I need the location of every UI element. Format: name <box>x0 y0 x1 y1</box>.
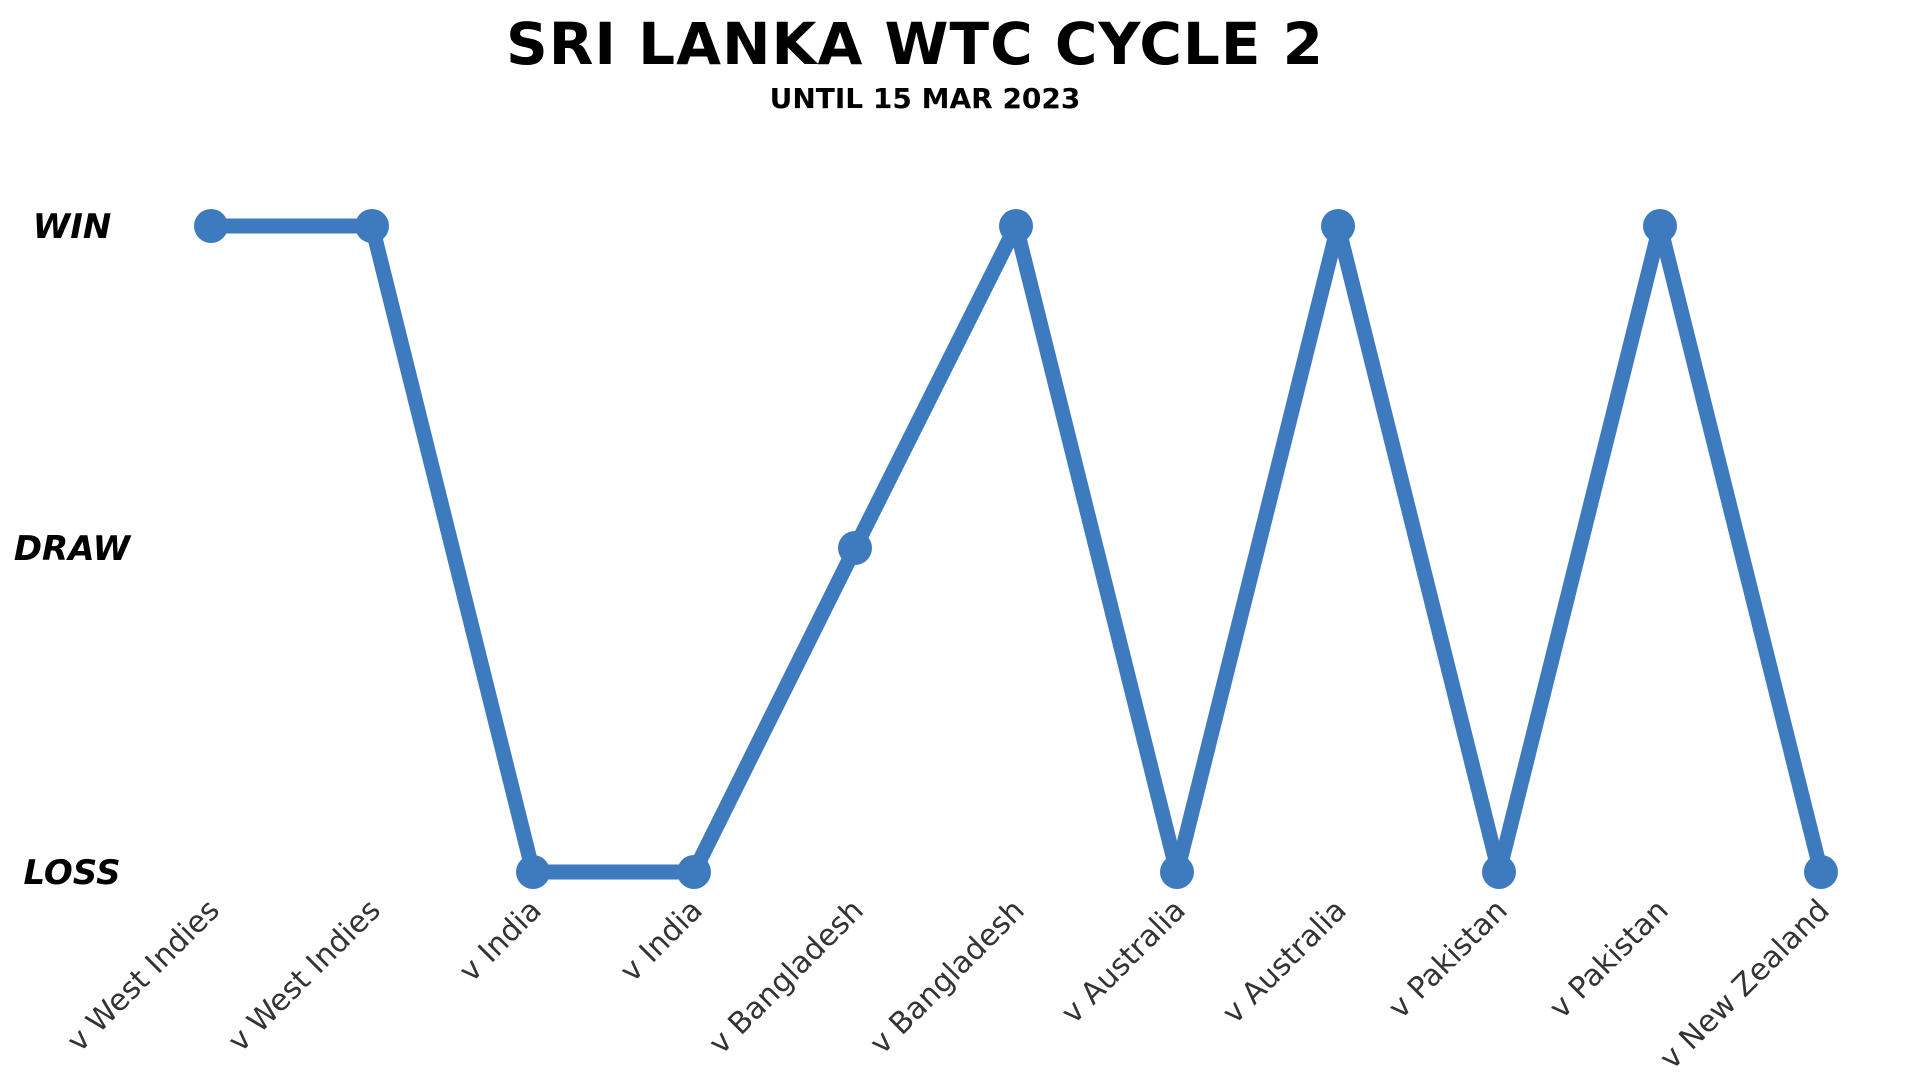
x-tick-label: v Australia <box>1216 893 1354 1031</box>
data-point <box>1160 855 1194 889</box>
x-tick-label: v West Indies <box>222 893 388 1059</box>
x-tick-label: v India <box>453 893 549 989</box>
data-point <box>355 209 389 243</box>
data-point <box>1643 209 1677 243</box>
x-tick-label: v Australia <box>1055 893 1193 1031</box>
y-axis: LOSS DRAW WIN <box>14 207 132 893</box>
x-tick-label: v West Indies <box>61 893 227 1059</box>
chart-subtitle: UNTIL 15 MAR 2023 <box>770 82 1081 115</box>
series-line <box>203 218 1829 880</box>
data-point <box>194 209 228 243</box>
x-tick-label: v New Zealand <box>1653 893 1836 1076</box>
series-results <box>194 209 1838 889</box>
y-tick-label-win: WIN <box>33 207 112 247</box>
x-tick-label: v India <box>614 893 710 989</box>
data-point <box>1321 209 1355 243</box>
data-point <box>999 209 1033 243</box>
data-point <box>1482 855 1516 889</box>
x-tick-label: v Bangladesh <box>863 893 1031 1061</box>
data-point <box>838 531 872 565</box>
y-tick-label-draw: DRAW <box>14 529 132 569</box>
y-tick-label-loss: LOSS <box>23 853 120 893</box>
data-point <box>1804 855 1838 889</box>
chart-title: SRI LANKA WTC CYCLE 2 <box>506 10 1324 78</box>
data-point <box>516 855 550 889</box>
data-point <box>677 855 711 889</box>
x-tick-label: v Pakistan <box>1382 893 1515 1026</box>
x-tick-label: v Bangladesh <box>702 893 870 1061</box>
x-tick-label: v Pakistan <box>1543 893 1676 1026</box>
